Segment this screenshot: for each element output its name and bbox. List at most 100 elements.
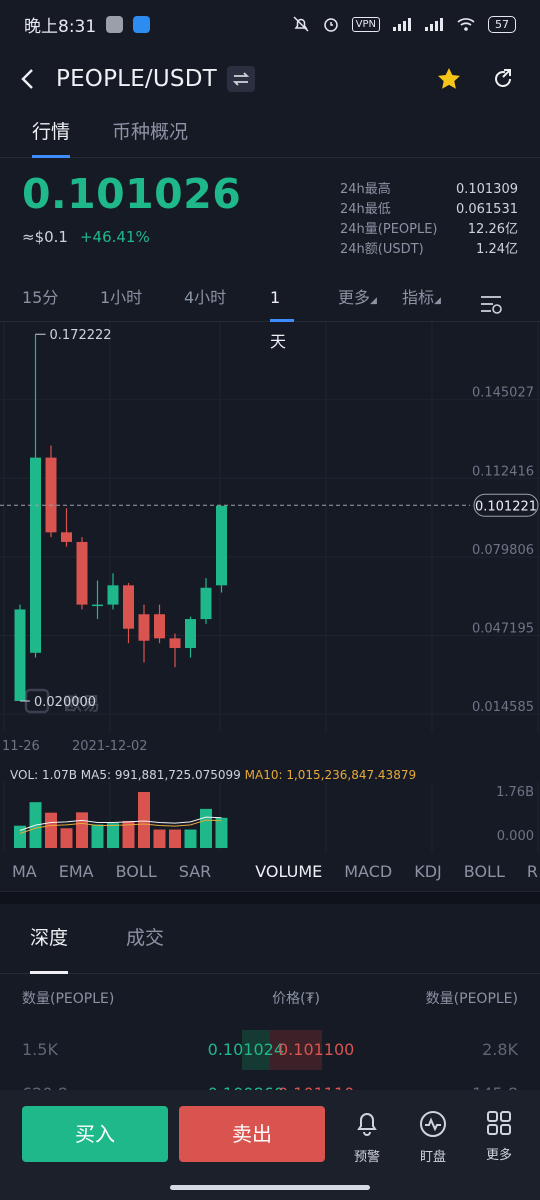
more-button[interactable]: 更多 — [474, 1110, 524, 1163]
volume-bar — [215, 817, 228, 848]
bottom-action-bar: 买入 卖出 预警 盯盘 更多 — [0, 1090, 540, 1200]
period-1h[interactable]: 1小时 — [100, 288, 143, 307]
period-15m[interactable]: 15分 — [22, 288, 59, 307]
ma10-line — [19, 819, 222, 834]
book-row[interactable]: 1.5K 0.101024 0.101100 2.8K — [22, 1030, 518, 1070]
stat-row-volume: 24h量(PEOPLE) 12.26亿 — [340, 220, 518, 240]
book-header: 数量(PEOPLE) 价格(₮) 数量(PEOPLE) — [22, 988, 518, 1008]
stat-value: 1.24亿 — [476, 242, 518, 257]
vpn-badge: VPN — [351, 16, 380, 32]
nav-bar: PEOPLE/USDT — [0, 50, 540, 108]
tab-depth[interactable]: 深度 — [30, 904, 69, 974]
volume-bar — [184, 829, 197, 848]
wifi-icon — [457, 18, 475, 31]
ind-boll[interactable]: BOLL — [115, 862, 157, 881]
swap-icon — [232, 72, 250, 86]
bid-price: 0.101024 — [207, 1040, 284, 1059]
alert-button[interactable]: 预警 — [342, 1110, 392, 1165]
stat-row-high: 24h最高 0.101309 — [340, 180, 518, 200]
stat-row-turnover: 24h额(USDT) 1.24亿 — [340, 240, 518, 260]
price-axis-label: 0.145027 — [472, 386, 534, 401]
indicator-menu-label: 指标 — [402, 288, 435, 307]
back-button[interactable] — [0, 50, 56, 108]
volume-bar — [107, 823, 119, 848]
bid-qty-header: 数量(PEOPLE) — [22, 991, 115, 1007]
period-1d[interactable]: 1天 — [270, 276, 294, 351]
candle-body — [200, 587, 212, 620]
ind-macd[interactable]: MACD — [344, 862, 393, 881]
usd-price: ≈$0.1 — [22, 228, 68, 246]
ind-sar[interactable]: SAR — [178, 862, 212, 881]
ask-qty-header: 数量(PEOPLE) — [425, 991, 518, 1007]
ind-kdj[interactable]: KDJ — [414, 862, 442, 881]
buy-button[interactable]: 买入 — [22, 1106, 168, 1162]
candle-body — [107, 585, 119, 605]
low-label: 0.020000 — [34, 695, 96, 710]
candle-body — [30, 457, 41, 653]
ind-volume[interactable]: VOLUME — [255, 862, 323, 881]
switch-pair-button[interactable] — [226, 66, 255, 92]
bell-off-icon — [293, 16, 309, 32]
volume-legend: VOL: 1.07B MA5: 991,881,725.075099 MA10:… — [10, 768, 416, 782]
ind-ma[interactable]: MA — [12, 862, 37, 881]
tab-trades[interactable]: 成交 — [126, 927, 165, 949]
x-axis-label: 2021-12-02 — [72, 739, 148, 754]
share-icon[interactable] — [490, 66, 516, 92]
volume-bar — [14, 825, 26, 848]
tab-coin-overview[interactable]: 币种概况 — [112, 121, 189, 143]
ma5-line — [19, 816, 222, 831]
price-change: +46.41% — [79, 228, 150, 246]
price-block: 0.101026 ≈$0.1 +46.41% — [22, 170, 241, 246]
watch-button[interactable]: 盯盘 — [408, 1110, 458, 1165]
pair-title[interactable]: PEOPLE/USDT — [56, 66, 217, 92]
period-4h[interactable]: 4小时 — [184, 288, 227, 307]
period-more-label: 更多 — [338, 288, 371, 307]
volume-chart: 1.76B 0.000 — [3, 782, 539, 852]
volume-bar — [200, 808, 212, 848]
period-bar: 15分 1小时 4小时 1天 更多◢ 指标◢ — [0, 276, 540, 351]
period-more[interactable]: 更多◢ — [338, 276, 402, 322]
stat-value: 0.061531 — [455, 202, 518, 217]
favorite-star-icon[interactable] — [436, 66, 462, 92]
section-gap — [0, 892, 540, 904]
candle-body — [216, 505, 227, 586]
ask-price: 0.101100 — [278, 1040, 355, 1059]
indicator-menu[interactable]: 指标◢ — [402, 276, 480, 322]
candlestick-chart[interactable]: 欧易 0.172222 0.020000 0.145027 0.112416 0.0798… — [0, 322, 540, 762]
chart-settings-button[interactable] — [480, 276, 510, 322]
tab-market[interactable]: 行情 — [32, 112, 71, 158]
more-label: 更多 — [485, 1148, 512, 1163]
stat-label: 24h最低 — [340, 202, 391, 217]
ind-more[interactable]: R — [526, 862, 538, 881]
volume-bar — [60, 828, 73, 848]
sell-button[interactable]: 卖出 — [179, 1106, 325, 1162]
ask-depth-bar — [270, 1030, 322, 1070]
price-header: 价格(₮) — [272, 991, 320, 1007]
stat-value: 0.101309 — [455, 182, 518, 197]
vol-value: VOL: 1.07B — [10, 768, 77, 782]
bid-qty: 1.5K — [22, 1040, 58, 1059]
volume-bar — [76, 812, 88, 848]
stats-panel: 24h最高 0.101309 24h最低 0.061531 24h量(PEOPLE)… — [340, 180, 518, 260]
watch-label: 盯盘 — [419, 1150, 446, 1165]
stat-row-low: 24h最低 0.061531 — [340, 200, 518, 220]
price-axis-label: 0.112416 — [472, 464, 534, 479]
pulse-icon — [420, 1111, 446, 1137]
grid-icon — [487, 1111, 511, 1135]
candle-body — [185, 619, 196, 648]
price-axis-label: 0.079806 — [472, 543, 534, 558]
current-price-tag — [473, 493, 539, 517]
stat-label: 24h量(PEOPLE) — [340, 222, 438, 237]
candle-body — [138, 614, 150, 641]
ind-ema[interactable]: EMA — [58, 862, 94, 881]
x-axis-label: 11-26 — [2, 739, 40, 754]
video-app-icon — [133, 15, 151, 33]
ma10-value: MA10: 1,015,236,847.43879 — [244, 768, 417, 782]
ind-boll-sub[interactable]: BOLL — [463, 862, 505, 881]
candle-body — [45, 457, 57, 533]
watermark-text: 欧易 — [64, 693, 100, 715]
candle-body — [61, 532, 72, 542]
candle-body — [123, 585, 134, 629]
volume-bar — [169, 829, 181, 848]
indicator-bar: MA EMA BOLL SAR VOLUME MACD KDJ BOLL R — [0, 852, 540, 892]
